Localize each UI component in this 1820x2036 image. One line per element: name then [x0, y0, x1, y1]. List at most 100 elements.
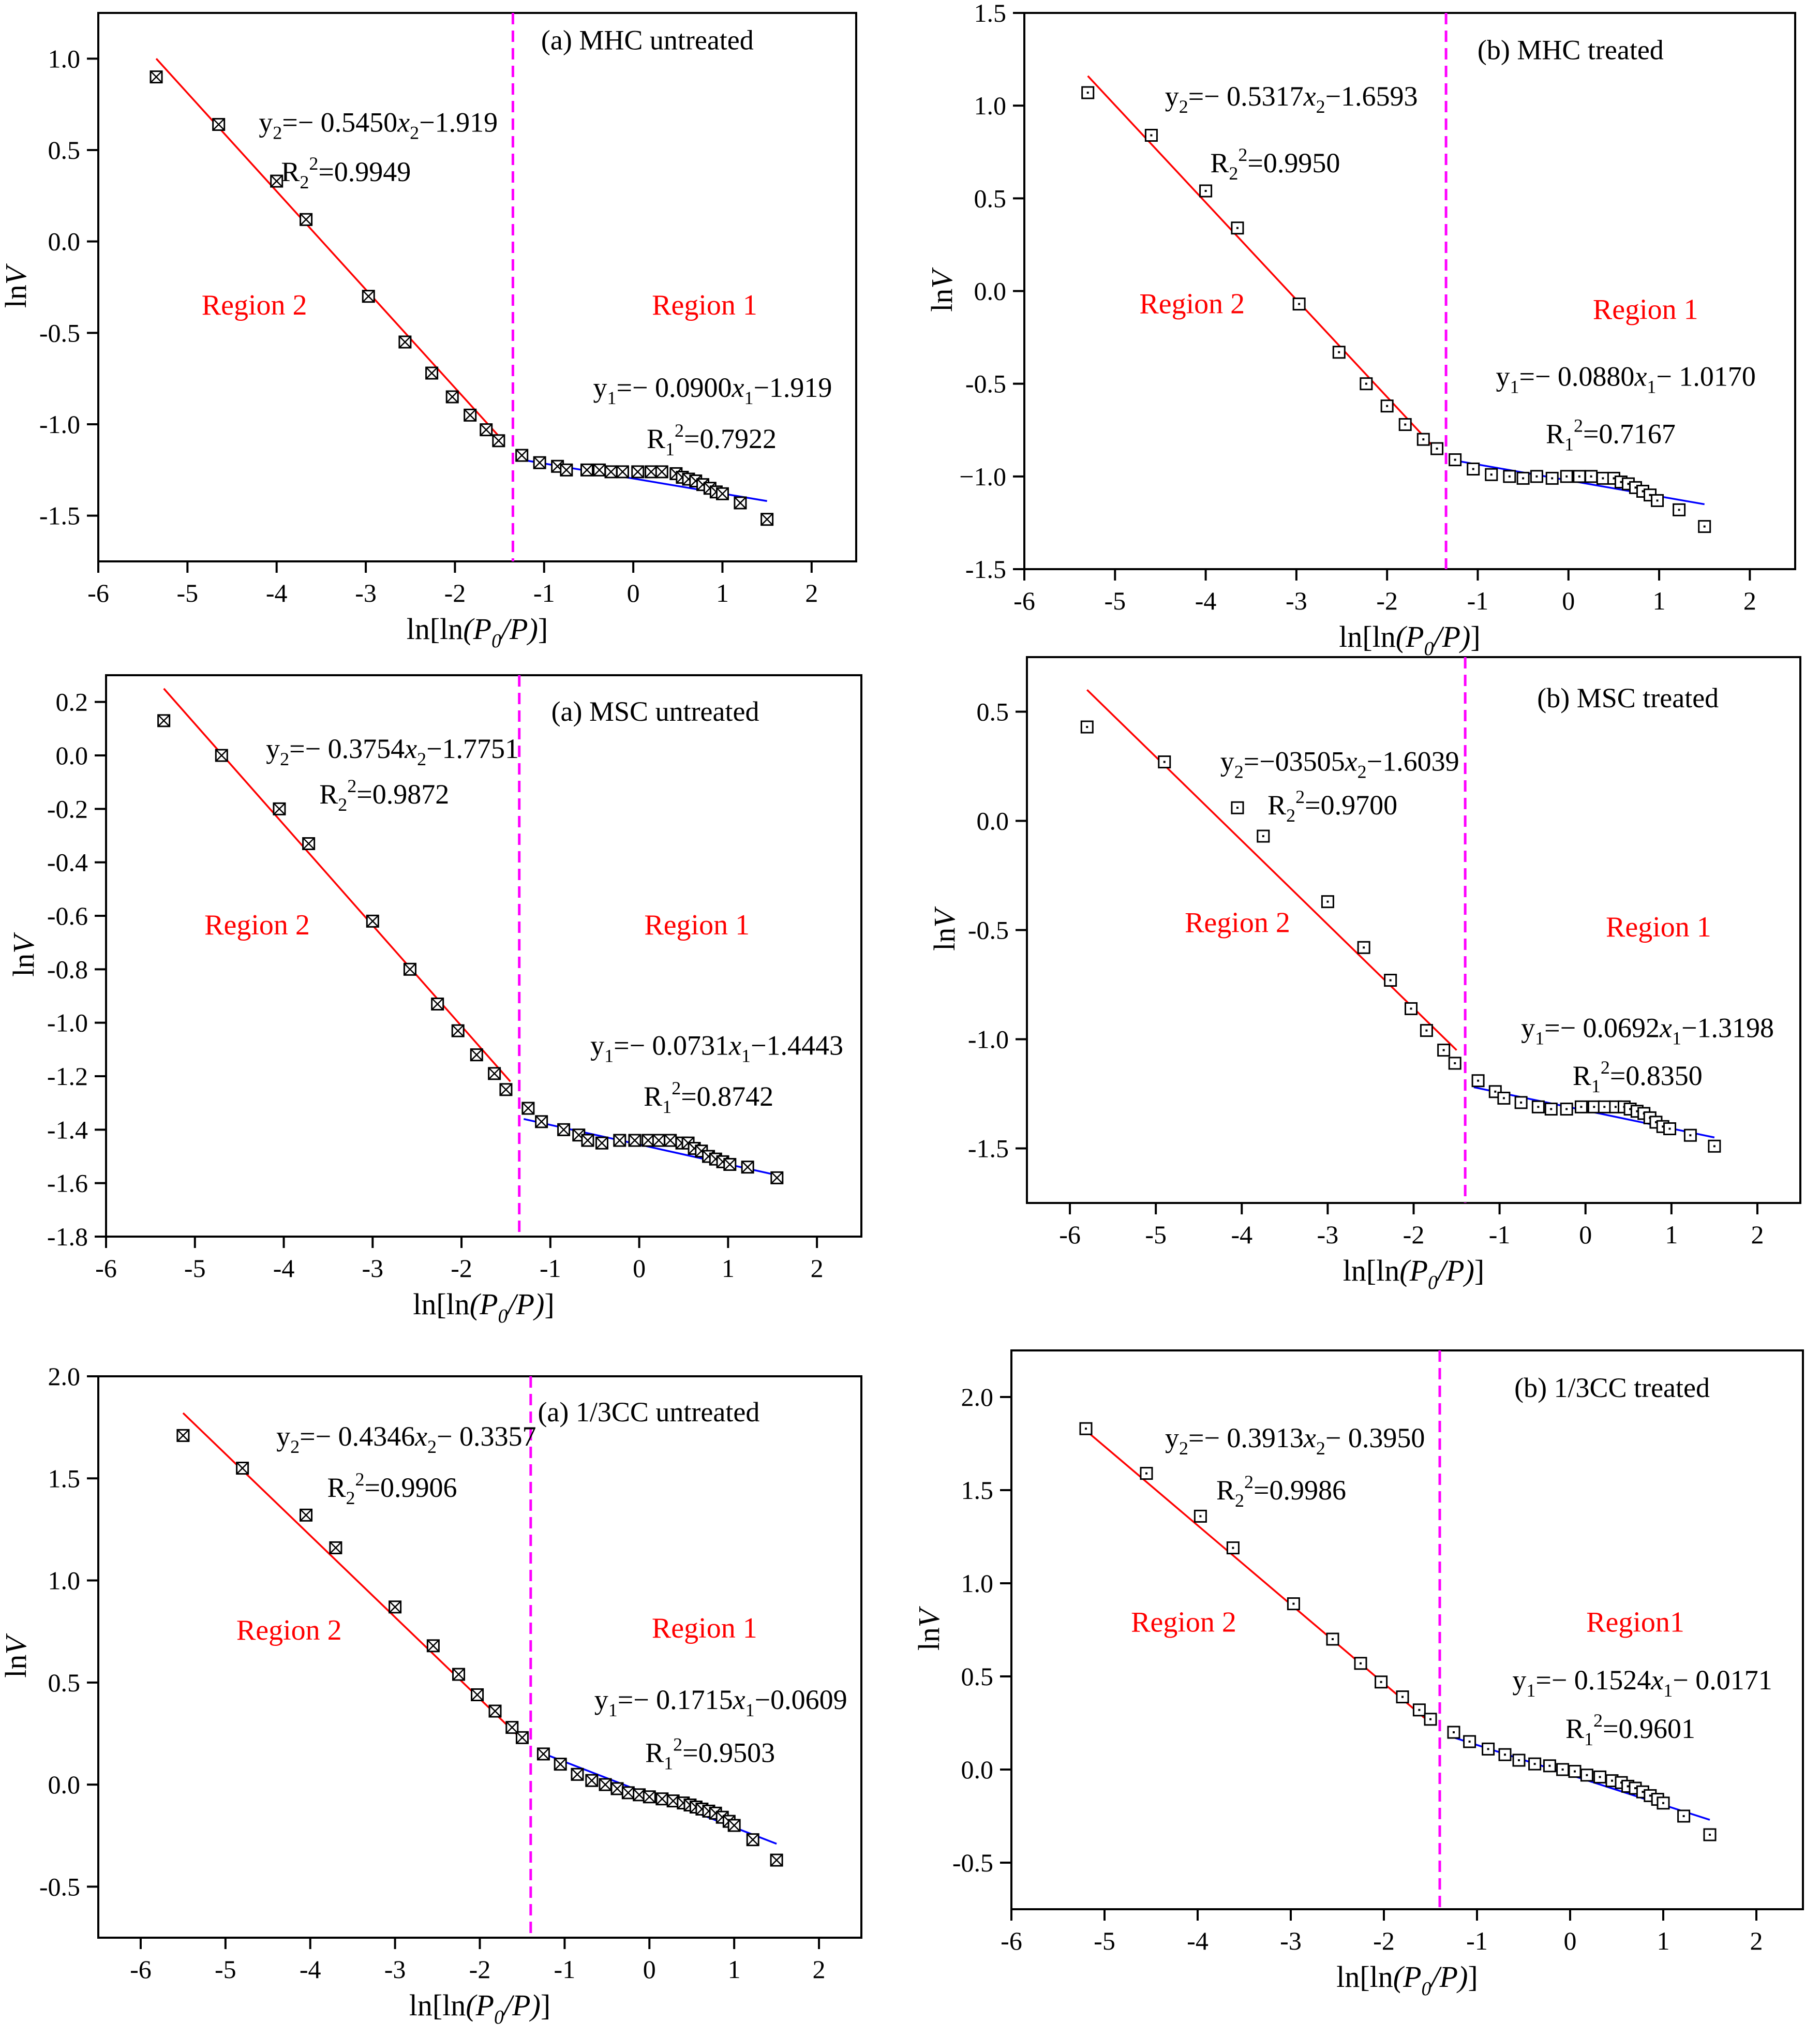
x-tick-label: -6 — [95, 1254, 117, 1283]
data-point — [150, 70, 163, 84]
y-tick-label: -0.2 — [47, 794, 88, 823]
data-point — [1257, 829, 1270, 843]
x-tick-label: -6 — [1059, 1220, 1081, 1249]
data-point — [1380, 399, 1394, 413]
x-tick-label: -6 — [1001, 1926, 1022, 1955]
y-tick-label: 2.0 — [961, 1383, 994, 1411]
y-tick-label: 0.0 — [974, 277, 1007, 306]
data-point — [1683, 1128, 1697, 1142]
data-point — [1703, 1828, 1717, 1841]
region1-label: Region 1 — [1606, 911, 1711, 943]
x-tick-label: -6 — [130, 1955, 152, 1984]
equation-region1: y1=− 0.1715x1−0.0609 — [594, 1684, 847, 1720]
data-point — [557, 1123, 571, 1136]
x-axis-label: ln[ln(P0/P)] — [413, 1287, 554, 1327]
data-point — [1231, 221, 1244, 235]
data-point — [1593, 1770, 1607, 1784]
data-point — [176, 1429, 190, 1442]
r-squared-region1: R12=0.7167 — [1546, 415, 1676, 454]
x-tick-label: 1 — [1653, 586, 1666, 615]
x-tick-label: 2 — [813, 1955, 826, 1984]
y-axis-label: lnV — [7, 932, 40, 977]
data-point — [236, 1462, 249, 1475]
data-point — [1437, 1044, 1451, 1057]
data-point — [464, 408, 477, 422]
data-point — [643, 1790, 656, 1804]
x-tick-label: -5 — [1094, 1926, 1115, 1955]
r-squared-region1: R12=0.7922 — [647, 420, 777, 459]
data-point — [585, 1774, 599, 1787]
x-tick-label: 2 — [805, 578, 818, 607]
data-point — [1708, 1139, 1721, 1153]
data-point — [273, 802, 286, 815]
data-point — [1144, 129, 1158, 142]
x-tick-label: -5 — [184, 1254, 206, 1283]
x-tick-label: 1 — [722, 1254, 735, 1283]
data-point — [1530, 470, 1543, 483]
data-point — [727, 1819, 741, 1832]
fit-line-region2 — [1087, 75, 1438, 451]
y-tick-label: 1.0 — [974, 91, 1007, 120]
x-tick-label: -2 — [444, 578, 466, 607]
y-tick-label: -1.5 — [39, 501, 80, 530]
data-point — [760, 513, 774, 526]
x-tick-label: -2 — [1376, 586, 1398, 615]
region2-label: Region 2 — [1139, 288, 1245, 320]
data-point — [1651, 494, 1664, 507]
data-point — [571, 1767, 584, 1781]
x-tick-label: -4 — [1187, 1926, 1209, 1955]
data-point — [610, 1782, 624, 1795]
chart-title: (b) 1/3CC treated — [1514, 1372, 1710, 1403]
equation-region1: y1=− 0.0880x1− 1.0170 — [1496, 361, 1756, 397]
equation-region2: y2=− 0.4346x2− 0.3357 — [276, 1421, 536, 1457]
y-tick-label: -1.2 — [47, 1062, 88, 1091]
x-tick-label: -2 — [1403, 1220, 1425, 1249]
r-squared-region1: R12=0.8350 — [1573, 1057, 1703, 1096]
data-point — [664, 1134, 677, 1147]
equation-region2: y2=− 0.3913x2− 0.3950 — [1165, 1422, 1425, 1459]
x-tick-label: 1 — [1657, 1926, 1670, 1955]
y-tick-label: 1.5 — [48, 1464, 81, 1493]
r-squared-region2: R22=0.9949 — [281, 153, 411, 192]
chart-panel-5: -6 -5 -4 -3 -2 -1 0 1 2 -0.5 0.0 0.5 1.0 1.5 2.0 ln[ln(… — [0, 1362, 862, 2028]
data-point — [329, 1541, 342, 1554]
data-point — [157, 714, 171, 727]
x-tick-label: 2 — [1751, 1220, 1764, 1249]
data-point — [1140, 1467, 1153, 1480]
data-point — [1516, 471, 1530, 485]
data-point — [1357, 941, 1370, 954]
x-tick-label: 0 — [633, 1254, 646, 1283]
data-point — [499, 1083, 513, 1096]
data-point — [770, 1171, 784, 1184]
y-tick-label: -0.5 — [952, 1848, 993, 1877]
y-tick-label: 1.0 — [48, 44, 81, 73]
data-point — [1448, 1057, 1461, 1070]
x-tick-label: -3 — [1280, 1926, 1302, 1955]
data-point — [1657, 1796, 1670, 1810]
x-tick-label: -5 — [177, 578, 199, 607]
data-point — [362, 290, 375, 303]
x-tick-label: 0 — [1562, 586, 1575, 615]
r-squared-region2: R22=0.9986 — [1216, 1472, 1346, 1511]
chart-title: (a) 1/3CC untreated — [538, 1396, 759, 1428]
region1-label: Region 1 — [644, 909, 750, 941]
data-point — [580, 463, 593, 477]
equation-region1: y1=− 0.0692x1−1.3198 — [1521, 1012, 1774, 1048]
chart-panel-2: -6 -5 -4 -3 -2 -1 0 1 2 -1.5 −1.0 -0.5 0.0 0.5 1.0 1.5 l… — [925, 0, 1796, 660]
data-point — [1447, 1726, 1460, 1739]
y-tick-label: 0.5 — [48, 1668, 81, 1697]
data-point — [1412, 1703, 1426, 1717]
region2-label: Region 2 — [1185, 907, 1290, 939]
x-tick-label: -1 — [1489, 1220, 1511, 1249]
region1-label: Region 1 — [652, 1612, 757, 1644]
x-tick-label: 0 — [627, 578, 640, 607]
data-point — [1560, 470, 1573, 483]
y-tick-label: -1.0 — [39, 410, 80, 439]
data-point — [1514, 1096, 1528, 1109]
x-tick-label: -4 — [266, 578, 288, 607]
data-point — [480, 423, 493, 437]
x-tick-label: 0 — [643, 1955, 656, 1984]
data-point — [445, 390, 459, 404]
x-tick-label: -1 — [533, 578, 555, 607]
